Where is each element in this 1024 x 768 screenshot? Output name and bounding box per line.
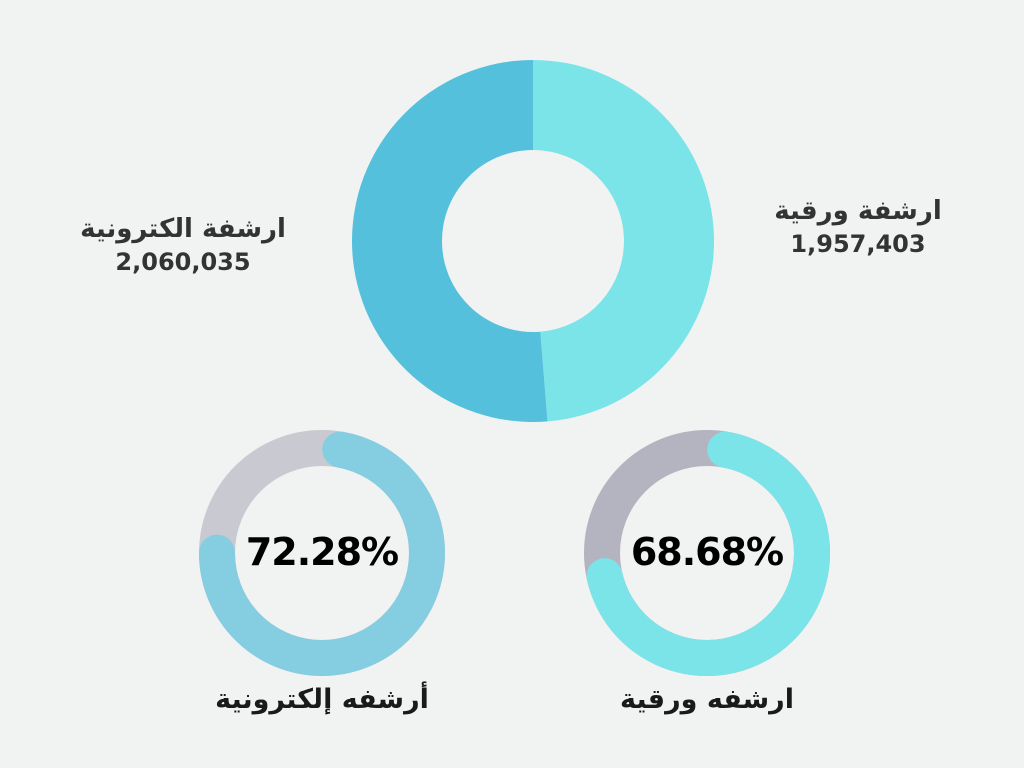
electronic-gauge-title: أرشفه إلكترونية [215,684,429,715]
electronic-percent-label: 72.28% [245,530,399,574]
donut-slice-1 [352,60,548,422]
paper-gauge-title: ارشفه ورقية [620,684,794,715]
electronic-archive-value: 2,060,035 [115,248,251,276]
gauge-value-arc [199,431,445,676]
electronic-archive-legend: ارشفة الكترونية 2,060,035 [40,212,326,278]
paper-percent-label: 68.68% [630,530,784,574]
paper-archive-label: ارشفة ورقية [774,196,942,226]
paper-archive-legend: ارشفة ورقية 1,957,403 [740,194,976,260]
gauge-value-arc [586,431,830,676]
donut-slice-0 [533,60,715,422]
paper-archive-value: 1,957,403 [790,230,926,258]
electronic-archive-label: ارشفة الكترونية [80,214,286,244]
